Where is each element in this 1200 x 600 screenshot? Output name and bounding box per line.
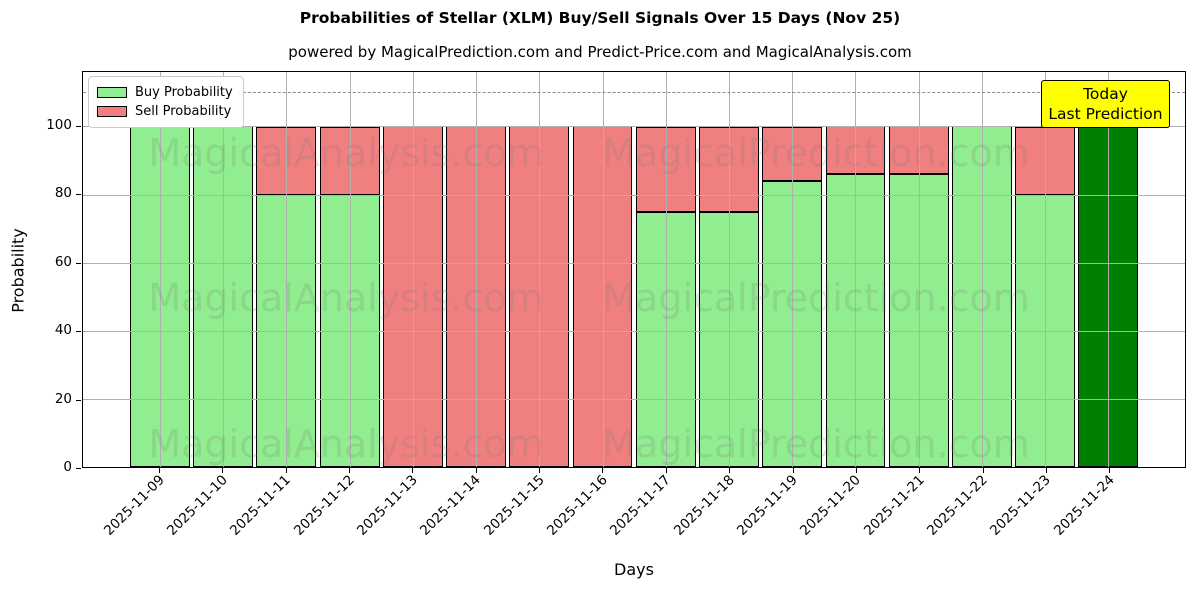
y-tick-mark — [76, 331, 81, 333]
grid-line-vertical — [728, 72, 730, 467]
chart-subtitle: powered by MagicalPrediction.com and Pre… — [288, 43, 912, 61]
x-tick-mark — [919, 468, 921, 473]
grid-line-vertical — [1045, 72, 1047, 467]
bar-segment-sell — [635, 126, 696, 212]
x-tick-mark — [729, 468, 731, 473]
y-tick-label: 60 — [54, 253, 72, 270]
grid-line-vertical — [602, 72, 604, 467]
grid-line-vertical — [855, 72, 857, 467]
bar-segment-sell — [256, 126, 317, 195]
legend-item: Buy Probability — [97, 83, 233, 102]
x-tick-mark — [1109, 468, 1111, 473]
watermark-text: MagicalAnalysis.com — [148, 276, 544, 320]
grid-line-horizontal — [83, 262, 1185, 264]
watermark-text: MagicalAnalysis.com — [148, 422, 544, 466]
x-tick-mark — [349, 468, 351, 473]
x-tick-mark — [855, 468, 857, 473]
x-tick-label: 2025-11-13 — [353, 472, 421, 539]
x-tick-mark — [412, 468, 414, 473]
y-tick-label: 40 — [54, 322, 72, 339]
x-tick-label: 2025-11-12 — [290, 472, 358, 539]
grid-line-vertical — [1108, 72, 1110, 467]
grid-line-vertical — [476, 72, 478, 467]
x-tick-label: 2025-11-23 — [987, 472, 1055, 539]
legend-swatch — [97, 106, 127, 117]
x-tick-label: 2025-11-11 — [227, 472, 295, 539]
legend-item: Sell Probability — [97, 102, 233, 121]
grid-line-horizontal — [83, 194, 1185, 196]
legend-label: Buy Probability — [135, 85, 233, 100]
x-axis-label: Days — [614, 560, 654, 579]
annotation-line-1: Today — [1083, 85, 1128, 103]
watermark-text: MagicalPrediction.com — [602, 276, 1030, 320]
grid-line-vertical — [159, 72, 161, 467]
annotation-line-2: Last Prediction — [1048, 105, 1163, 123]
bar-segment-buy — [193, 126, 254, 467]
legend-swatch — [97, 87, 127, 98]
x-tick-mark — [285, 468, 287, 473]
x-tick-label: 2025-11-09 — [100, 472, 168, 539]
x-tick-mark — [982, 468, 984, 473]
x-tick-mark — [475, 468, 477, 473]
y-tick-label: 100 — [46, 116, 72, 133]
bar-segment-sell — [446, 126, 506, 467]
grid-line-horizontal — [83, 398, 1185, 400]
y-tick-mark — [76, 468, 81, 469]
grid-line-vertical — [981, 72, 983, 467]
x-tick-label: 2025-11-16 — [543, 472, 611, 539]
bar-segment-buy — [129, 126, 190, 467]
dashed-threshold-line — [83, 92, 1185, 94]
y-tick-mark — [76, 399, 81, 401]
watermark-text: MagicalPrediction.com — [602, 131, 1030, 175]
y-tick-mark — [76, 262, 81, 264]
x-tick-label: 2025-11-21 — [860, 472, 928, 539]
x-tick-label: 2025-11-14 — [417, 472, 485, 539]
y-tick-mark — [76, 194, 81, 196]
legend: Buy Probability Sell Probability — [88, 76, 244, 128]
y-tick-mark — [76, 125, 81, 127]
chart-title: Probabilities of Stellar (XLM) Buy/Sell … — [299, 9, 901, 27]
x-tick-mark — [1045, 468, 1047, 473]
x-tick-mark — [792, 468, 794, 473]
x-tick-label: 2025-11-19 — [734, 472, 801, 539]
annotation-today-box: Today Last Prediction — [1041, 80, 1170, 128]
grid-line-vertical — [349, 72, 351, 467]
x-tick-label: 2025-11-18 — [670, 472, 738, 539]
x-tick-mark — [159, 468, 160, 473]
x-tick-label: 2025-11-22 — [924, 472, 991, 539]
x-tick-label: 2025-11-17 — [607, 472, 675, 539]
grid-line-vertical — [918, 72, 920, 467]
grid-line-horizontal — [83, 126, 1185, 128]
grid-line-vertical — [412, 72, 414, 467]
x-tick-label: 2025-11-20 — [797, 472, 865, 539]
y-axis-label: Probability — [8, 228, 28, 313]
x-tick-mark — [222, 468, 224, 473]
x-tick-label: 2025-11-24 — [1050, 472, 1118, 539]
x-tick-mark — [665, 468, 667, 473]
x-tick-mark — [539, 468, 541, 473]
grid-line-vertical — [665, 72, 667, 467]
x-tick-label: 2025-11-10 — [163, 472, 231, 539]
bar-segment-sell — [382, 126, 443, 467]
y-tick-label: 20 — [54, 390, 72, 407]
watermark-text: MagicalPrediction.com — [602, 422, 1030, 466]
bar-segment-sell — [509, 126, 570, 467]
y-tick-label: 0 — [63, 459, 72, 475]
grid-line-vertical — [286, 72, 288, 467]
plot-area: MagicalAnalysis.com MagicalPrediction.com… — [82, 71, 1186, 468]
x-tick-label: 2025-11-15 — [480, 472, 548, 539]
bar-segment-buy — [635, 211, 696, 467]
legend-label: Sell Probability — [135, 104, 232, 119]
grid-line-vertical — [792, 72, 794, 467]
watermark-text: MagicalAnalysis.com — [148, 131, 544, 175]
y-tick-label: 80 — [54, 185, 72, 202]
grid-line-vertical — [223, 72, 225, 467]
grid-line-horizontal — [83, 330, 1185, 332]
x-tick-mark — [602, 468, 604, 473]
grid-line-vertical — [539, 72, 541, 467]
